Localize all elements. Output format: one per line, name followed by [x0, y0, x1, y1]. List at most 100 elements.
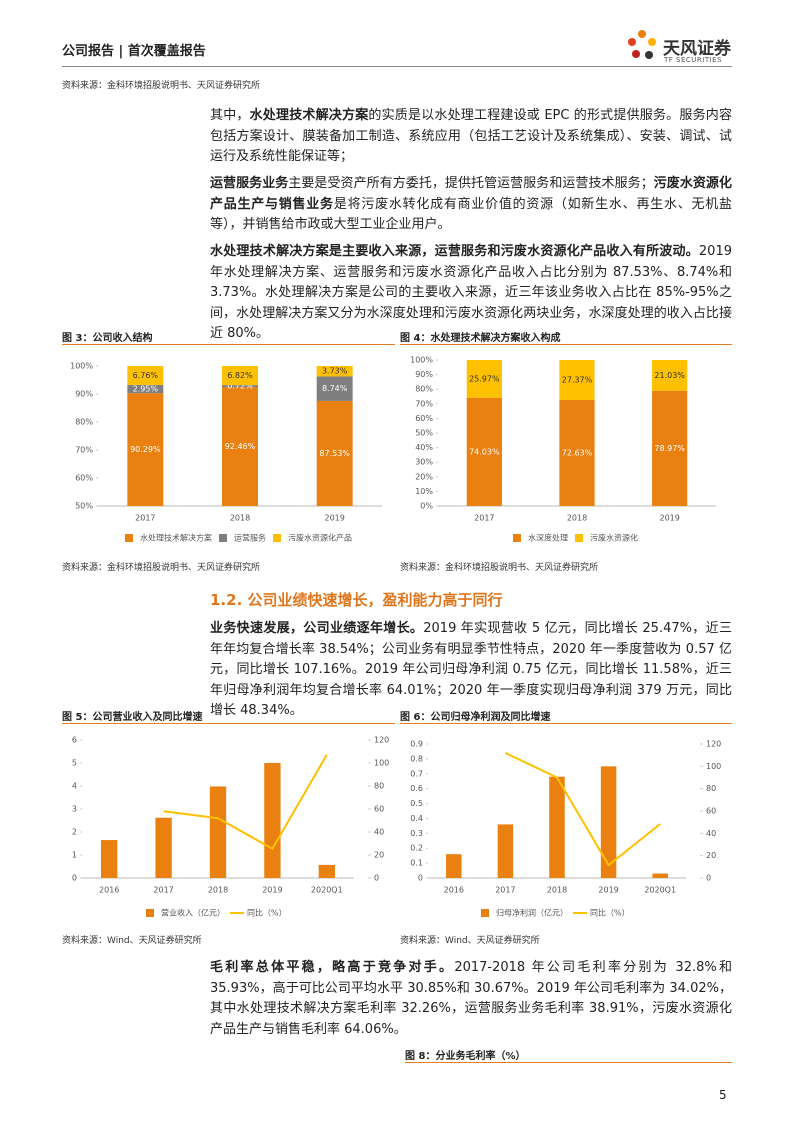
y-tick-label: 0.1 — [410, 859, 423, 868]
y2-tick-label: 100 — [374, 759, 389, 768]
figure-title: 图 6：公司归母净利润及同比增速 — [400, 712, 551, 723]
y-tick-label: 100% — [410, 356, 433, 365]
y-tick-label: 2 — [72, 828, 77, 837]
figure-title: 图 4：水处理技术解决方案收入构成 — [400, 333, 561, 344]
y-tick-label: 60% — [75, 474, 93, 483]
legend-swatch — [575, 534, 583, 542]
legend-swatch — [125, 534, 133, 542]
y2-tick-label: 20 — [706, 851, 716, 860]
figure-rule — [400, 344, 732, 345]
paragraph: 运营服务业务主要是受资产所有方委托，提供托管运营服务和运营技术服务；污废水资源化… — [210, 174, 732, 236]
bar — [446, 854, 462, 878]
bar — [318, 864, 335, 878]
x-tick-label: 2017 — [153, 886, 173, 895]
y-tick-label: 0.7 — [410, 769, 423, 778]
figure-rule — [62, 723, 395, 724]
y2-tick-label: 120 — [374, 736, 389, 745]
y-tick-label: 0.2 — [410, 844, 423, 853]
y-tick-label: 5 — [72, 759, 77, 768]
x-tick-label: 2019 — [324, 514, 344, 523]
y-tick-label: 0 — [418, 874, 423, 883]
y-tick-label: 0.8 — [410, 754, 423, 763]
bar-segment — [127, 393, 164, 506]
y-tick-label: 80% — [415, 385, 433, 394]
bold-text: 毛利率总体平稳，略高于竞争对手。 — [210, 960, 455, 975]
y-tick-label: 0.3 — [410, 829, 423, 838]
x-tick-label: 2020Q1 — [644, 886, 676, 895]
line-series — [163, 754, 328, 851]
y-tick-label: 100% — [70, 362, 93, 371]
bar — [209, 786, 227, 878]
y2-tick-label: 0 — [706, 874, 711, 883]
bar-segment — [466, 397, 502, 506]
y-tick-label: 70% — [415, 399, 433, 408]
figure-rule — [400, 723, 732, 724]
data-label: 74.03% — [469, 447, 500, 456]
bar — [155, 817, 172, 878]
y-tick-label: 0.9 — [410, 740, 423, 749]
page-number: 5 — [719, 1088, 727, 1102]
y-tick-label: 0.4 — [410, 814, 423, 823]
y-tick-label: 6 — [72, 736, 77, 745]
text: 的实质是以水处理工程建设或 EPC 的形式提供服务。服务内容包括方案设计、膜装备… — [210, 108, 732, 164]
y-tick-label: 0 — [72, 874, 77, 883]
paragraph: 水处理技术解决方案是主要收入来源，运营服务和污废水资源化产品收入有所波动。201… — [210, 242, 732, 345]
data-label: 0.72% — [227, 382, 253, 391]
header-title: 公司报告 | 首次覆盖报告 — [62, 44, 206, 59]
legend-swatch — [481, 909, 489, 917]
y2-tick-label: 0 — [374, 874, 379, 883]
bar-segment — [316, 366, 353, 377]
x-tick-label: 2019 — [598, 886, 618, 895]
figure-title: 图 3：公司收入结构 — [62, 333, 153, 344]
paragraph: 毛利率总体平稳，略高于竞争对手。2017-2018 年公司毛利率分别为 32.8… — [210, 958, 732, 1040]
legend-swatch — [273, 534, 281, 542]
bar-segment — [652, 390, 688, 506]
y-tick-label: 0% — [420, 502, 433, 511]
bar-segment — [316, 400, 353, 506]
x-tick-label: 2018 — [547, 886, 567, 895]
x-tick-label: 2020Q1 — [311, 886, 343, 895]
x-tick-label: 2017 — [135, 514, 155, 523]
data-label: 3.73% — [322, 367, 348, 376]
legend-label: 同比（%） — [247, 908, 287, 918]
x-tick-label: 2018 — [208, 886, 228, 895]
bold-text: 业务快速发展，公司业绩逐年增长。 — [210, 621, 424, 636]
bar — [549, 776, 565, 878]
y-tick-label: 1 — [72, 851, 77, 860]
text: 主要是受资产所有方委托，提供托管运营服务和运营技术服务； — [288, 176, 654, 191]
bar — [600, 766, 617, 878]
legend-label: 污废水资源化 — [590, 533, 638, 543]
data-label: 6.76% — [133, 371, 159, 380]
data-label: 2.95% — [133, 385, 159, 394]
legend-label: 营业收入（亿元） — [161, 908, 225, 918]
header-rule — [62, 66, 732, 67]
y-tick-label: 50% — [415, 429, 433, 438]
y2-tick-label: 80 — [374, 782, 384, 791]
y-tick-label: 0.6 — [410, 784, 423, 793]
x-tick-label: 2016 — [444, 886, 464, 895]
y2-tick-label: 120 — [706, 740, 721, 749]
legend-label: 污废水资源化产品 — [288, 533, 352, 543]
paragraph: 业务快速发展，公司业绩逐年增长。2019 年实现营收 5 亿元，同比增长 25.… — [210, 619, 732, 722]
logo-subtext: TF SECURITIES — [664, 56, 723, 64]
bar-segment — [652, 360, 688, 391]
data-label: 8.74% — [322, 384, 348, 393]
data-label: 87.53% — [319, 449, 350, 458]
chart: 0% 10% 20% 30% 40% 50% 60% 70% 80% 90% 100% 2017 201… — [410, 356, 716, 543]
y-tick-label: 3 — [72, 805, 77, 814]
figure-title: 图 8：分业务毛利率（%） — [405, 1051, 526, 1062]
y-tick-label: 90% — [415, 370, 433, 379]
figure-source: 资料来源：Wind、天风证券研究所 — [400, 936, 540, 946]
bar-segment — [127, 366, 164, 385]
legend-swatch — [146, 909, 154, 917]
y-tick-label: 70% — [75, 446, 93, 455]
legend-swatch — [219, 534, 227, 542]
y-tick-label: 0.5 — [410, 799, 423, 808]
x-tick-label: 2019 — [262, 886, 282, 895]
y-tick-label: 90% — [75, 390, 93, 399]
legend-label: 水深度处理 — [528, 533, 568, 543]
bar — [497, 824, 514, 878]
bold-text: 水处理技术解决方案 — [249, 108, 369, 123]
paragraph: 其中，水处理技术解决方案的实质是以水处理工程建设或 EPC 的形式提供服务。服务… — [210, 106, 732, 168]
